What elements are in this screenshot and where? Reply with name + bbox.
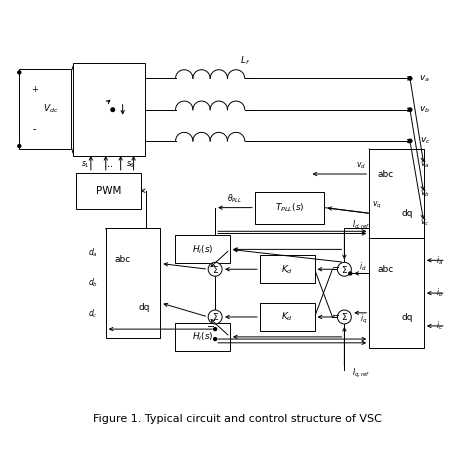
Text: $\theta_{PLL}$: $\theta_{PLL}$ xyxy=(227,192,243,205)
Bar xyxy=(19,69,71,149)
Text: $v_a$: $v_a$ xyxy=(419,73,430,84)
Text: $T_{PLL}(s)$: $T_{PLL}(s)$ xyxy=(275,202,304,214)
Text: $d_c$: $d_c$ xyxy=(88,308,98,320)
Text: dq: dq xyxy=(138,303,150,312)
Circle shape xyxy=(208,310,222,324)
Text: abc: abc xyxy=(114,255,130,264)
Circle shape xyxy=(408,108,412,112)
Text: $I_{q,ref}$: $I_{q,ref}$ xyxy=(352,367,371,380)
Circle shape xyxy=(208,262,222,276)
Text: $s_6$: $s_6$ xyxy=(126,159,135,170)
Text: abc: abc xyxy=(377,170,394,179)
Bar xyxy=(369,239,424,348)
Text: $v_d$: $v_d$ xyxy=(356,161,366,171)
Circle shape xyxy=(214,338,217,340)
Text: $i_a$: $i_a$ xyxy=(436,254,443,266)
Text: $v_c$: $v_c$ xyxy=(420,217,429,228)
Text: $v_q$: $v_q$ xyxy=(372,200,382,211)
Text: $K_d$: $K_d$ xyxy=(281,311,293,323)
Bar xyxy=(106,228,161,338)
Text: $-$: $-$ xyxy=(206,320,215,330)
Text: $H_i(s)$: $H_i(s)$ xyxy=(192,330,214,343)
Text: $d_a$: $d_a$ xyxy=(88,246,98,259)
Text: -: - xyxy=(32,124,36,134)
Circle shape xyxy=(18,71,21,74)
Circle shape xyxy=(349,272,352,275)
Text: $K_d$: $K_d$ xyxy=(281,263,293,276)
Text: $d_b$: $d_b$ xyxy=(88,277,98,289)
Text: $s_1$: $s_1$ xyxy=(82,159,91,170)
Circle shape xyxy=(408,139,412,143)
Text: $\Sigma$: $\Sigma$ xyxy=(211,264,219,275)
Text: $V_{dc}$: $V_{dc}$ xyxy=(43,103,59,116)
Text: $L_f$: $L_f$ xyxy=(240,54,250,67)
Text: +: + xyxy=(31,85,37,94)
Text: $H_i(s)$: $H_i(s)$ xyxy=(192,243,214,255)
Circle shape xyxy=(111,108,115,112)
Text: PWM: PWM xyxy=(96,186,121,196)
Text: $\Sigma$: $\Sigma$ xyxy=(211,312,219,323)
Text: $I_{d,ref}$: $I_{d,ref}$ xyxy=(352,218,371,231)
Text: $\cdots$: $\cdots$ xyxy=(103,160,113,170)
Circle shape xyxy=(337,262,351,276)
Text: $-$: $-$ xyxy=(331,309,340,319)
Text: dq: dq xyxy=(402,209,413,218)
Bar xyxy=(175,323,230,351)
Bar xyxy=(260,303,315,331)
Text: $-$: $-$ xyxy=(331,261,340,271)
Circle shape xyxy=(214,328,217,330)
Text: $i_d$: $i_d$ xyxy=(359,260,367,273)
Bar xyxy=(260,255,315,283)
Text: $i_c$: $i_c$ xyxy=(436,320,443,332)
Text: $\Sigma$: $\Sigma$ xyxy=(341,312,348,323)
Text: $i_q$: $i_q$ xyxy=(360,313,367,326)
Bar xyxy=(73,64,145,156)
Text: dq: dq xyxy=(402,313,413,322)
Circle shape xyxy=(18,144,21,148)
Text: $v_b$: $v_b$ xyxy=(419,105,430,115)
Bar xyxy=(175,235,230,263)
Circle shape xyxy=(408,77,412,80)
Text: $v_a$: $v_a$ xyxy=(420,160,429,170)
Bar xyxy=(255,192,325,223)
Circle shape xyxy=(337,310,351,324)
Bar xyxy=(76,173,141,208)
Text: $v_b$: $v_b$ xyxy=(420,188,430,199)
Text: abc: abc xyxy=(377,265,394,274)
Text: $v_c$: $v_c$ xyxy=(419,136,430,146)
Text: $i_b$: $i_b$ xyxy=(436,287,444,299)
Text: $\Sigma$: $\Sigma$ xyxy=(341,264,348,275)
Bar xyxy=(369,149,424,239)
Text: Figure 1. Typical circuit and control structure of VSC: Figure 1. Typical circuit and control st… xyxy=(92,414,382,425)
